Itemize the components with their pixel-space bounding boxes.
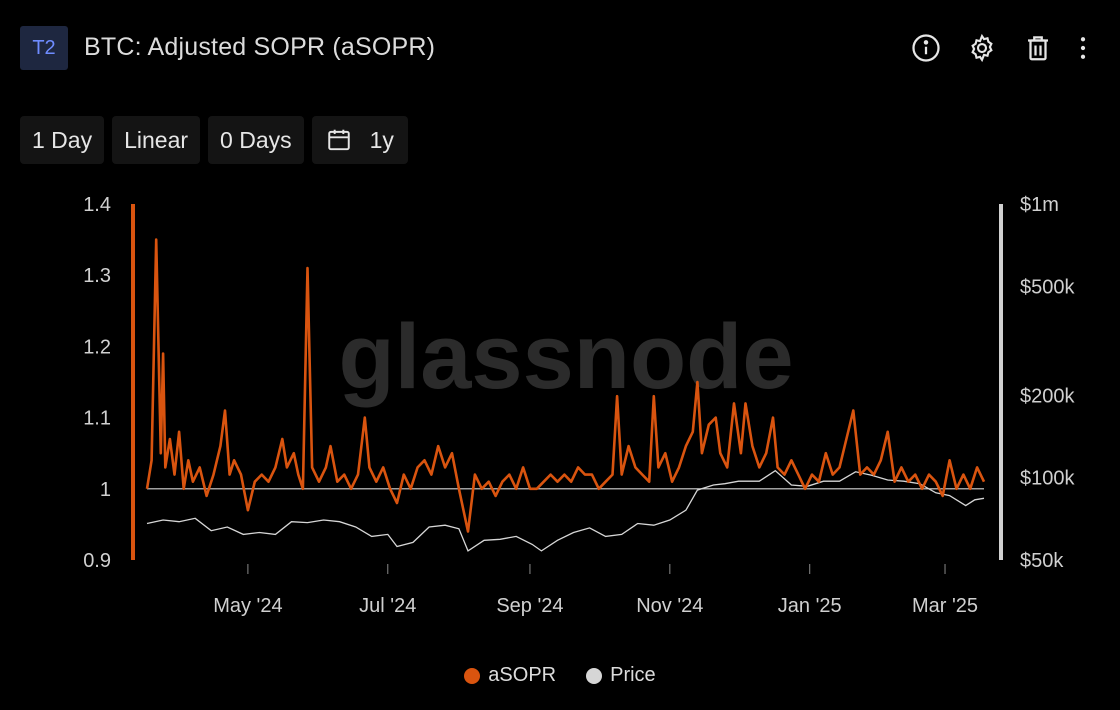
trash-icon[interactable] xyxy=(1010,30,1066,66)
watermark: glassnode xyxy=(338,306,793,408)
scale-button[interactable]: Linear xyxy=(112,116,201,164)
series-price-line xyxy=(146,469,985,552)
right-tick-label-2: $200k xyxy=(1020,385,1075,407)
gear-icon[interactable] xyxy=(954,30,1010,66)
tier-badge: T2 xyxy=(20,26,68,70)
left-tick-label-2: 1.2 xyxy=(83,336,111,358)
right-tick-label-4: $50k xyxy=(1020,550,1064,572)
x-tick-label-0: May '24 xyxy=(213,595,282,617)
chart-area[interactable]: glassnode 1.4 1.3 1.2 1.1 1 0.9 $1m $500k $200k… xyxy=(0,180,1120,630)
x-tick-label-1: Jul '24 xyxy=(359,595,416,617)
left-axis: 1.4 1.3 1.2 1.1 1 0.9 xyxy=(83,194,111,572)
right-tick-label-3: $100k xyxy=(1020,468,1075,490)
chart-header: T2 BTC: Adjusted SOPR (aSOPR) xyxy=(20,26,1100,70)
info-icon[interactable] xyxy=(898,30,954,66)
right-axis: $1m $500k $200k $100k $50k xyxy=(1020,194,1075,572)
right-tick-label-0: $1m xyxy=(1020,194,1059,216)
right-range-handle[interactable] xyxy=(999,204,1003,560)
x-tick-label-3: Nov '24 xyxy=(636,595,703,617)
calendar-icon xyxy=(327,129,350,151)
date-range-label: 1y xyxy=(369,126,394,153)
x-tick-label-4: Jan '25 xyxy=(778,595,842,617)
chart-title: BTC: Adjusted SOPR (aSOPR) xyxy=(84,33,436,61)
sma-button[interactable]: 0 Days xyxy=(208,116,304,164)
right-tick-label-1: $500k xyxy=(1020,276,1075,298)
left-tick-label-5: 0.9 xyxy=(83,550,111,572)
left-tick-label-4: 1 xyxy=(100,479,111,501)
chart-toolbar: 1 Day Linear 0 Days 1y xyxy=(20,116,408,164)
x-tick-label-5: Mar '25 xyxy=(912,595,978,617)
series-asopr-line xyxy=(145,238,986,533)
legend: aSOPR Price xyxy=(0,664,1120,687)
legend-label-asopr: aSOPR xyxy=(488,664,557,686)
legend-item-asopr[interactable]: aSOPR xyxy=(464,664,556,687)
left-tick-label-0: 1.4 xyxy=(83,194,111,216)
more-vertical-icon[interactable] xyxy=(1066,30,1100,66)
header-actions xyxy=(898,30,1100,66)
x-axis: May '24 Jul '24 Sep '24 Nov '24 Jan '25 Mar '… xyxy=(213,564,978,617)
left-tick-label-1: 1.3 xyxy=(83,265,111,287)
legend-dot-price xyxy=(586,667,603,684)
legend-item-price[interactable]: Price xyxy=(586,664,656,687)
x-tick-label-2: Sep '24 xyxy=(496,595,563,617)
resolution-button[interactable]: 1 Day xyxy=(20,116,105,164)
date-range-button[interactable]: 1y xyxy=(311,116,408,164)
legend-dot-asopr xyxy=(464,667,481,684)
left-range-handle[interactable] xyxy=(131,204,135,560)
left-tick-label-3: 1.1 xyxy=(83,408,111,430)
legend-label-price: Price xyxy=(610,664,656,686)
